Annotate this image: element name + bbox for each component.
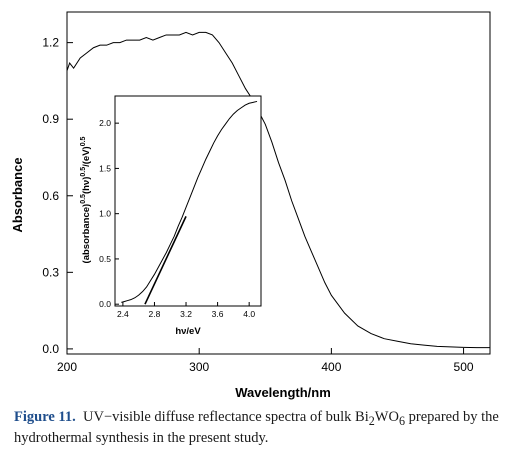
main-plot: 200 300 400 500 0.0 0.3 0.6 0.9 1.2 Wavelength/… <box>10 11 491 400</box>
inset-x-ticks: 2.4 2.8 3.2 3.6 4.0 <box>117 302 255 319</box>
figure-label: Figure 11. <box>14 409 76 425</box>
main-y-tick-label: 0.6 <box>42 189 59 203</box>
main-y-ticks: 0.0 0.3 0.6 0.9 1.2 <box>42 36 73 356</box>
main-plot-frame <box>66 11 491 355</box>
inset-y-tick-label: 0.5 <box>99 254 111 264</box>
inset-y-ticks: 0.0 0.5 1.0 1.5 2.0 <box>99 118 119 309</box>
inset-plot-frame <box>114 95 262 307</box>
caption-text-mid: WO <box>374 409 399 425</box>
caption-sub-2: 6 <box>398 413 406 428</box>
main-y-axis-label: Absorbance <box>10 157 25 232</box>
caption-text-before: UV−visible diffuse reflectance spectra o… <box>83 409 369 425</box>
main-y-tick-label: 0.3 <box>42 265 59 279</box>
main-absorbance-curve <box>66 31 490 349</box>
main-x-tick-label: 200 <box>57 360 77 374</box>
inset-x-tick-label: 3.2 <box>180 309 192 319</box>
inset-y-tick-label: 1.5 <box>99 163 111 173</box>
main-x-axis-label: Wavelength/nm <box>235 385 331 400</box>
main-y-tick-label: 0.9 <box>42 112 59 126</box>
inset-tauc-curve <box>121 100 258 303</box>
main-y-tick-label: 0.0 <box>42 342 59 356</box>
caption-sub-1: 2 <box>368 413 375 428</box>
absorbance-chart: 200 300 400 500 0.0 0.3 0.6 0.9 1.2 Wavelength/… <box>10 11 491 400</box>
main-x-tick-label: 500 <box>454 360 474 374</box>
inset-linear-fit-line <box>144 216 187 305</box>
inset-x-axis-label: hν/eV <box>175 326 201 337</box>
main-x-tick-label: 300 <box>189 360 209 374</box>
figure-caption: Figure 11. UV−visible diffuse reflectanc… <box>14 409 522 447</box>
inset-x-tick-label: 4.0 <box>243 309 255 319</box>
main-y-tick-label: 1.2 <box>42 36 59 50</box>
caption-text-after: prepared by the hydrothermal synthesis i… <box>14 409 499 446</box>
inset-y-axis-label: (absorbance)0.5(hν)0.5/(eV)0.5 <box>80 136 92 263</box>
inset-y-tick-label: 0.0 <box>99 299 111 309</box>
inset-x-tick-label: 2.8 <box>149 309 161 319</box>
inset-x-tick-label: 2.4 <box>117 309 129 319</box>
inset-y-tick-label: 1.0 <box>99 209 111 219</box>
inset-x-tick-label: 3.6 <box>212 309 224 319</box>
inset-plot: 2.4 2.8 3.2 3.6 4.0 0.0 0.5 1.0 1.5 2.0 hν/eV (a… <box>80 95 262 337</box>
main-x-ticks: 200 300 400 500 <box>57 348 474 374</box>
main-x-tick-label: 400 <box>321 360 341 374</box>
inset-y-tick-label: 2.0 <box>99 118 111 128</box>
